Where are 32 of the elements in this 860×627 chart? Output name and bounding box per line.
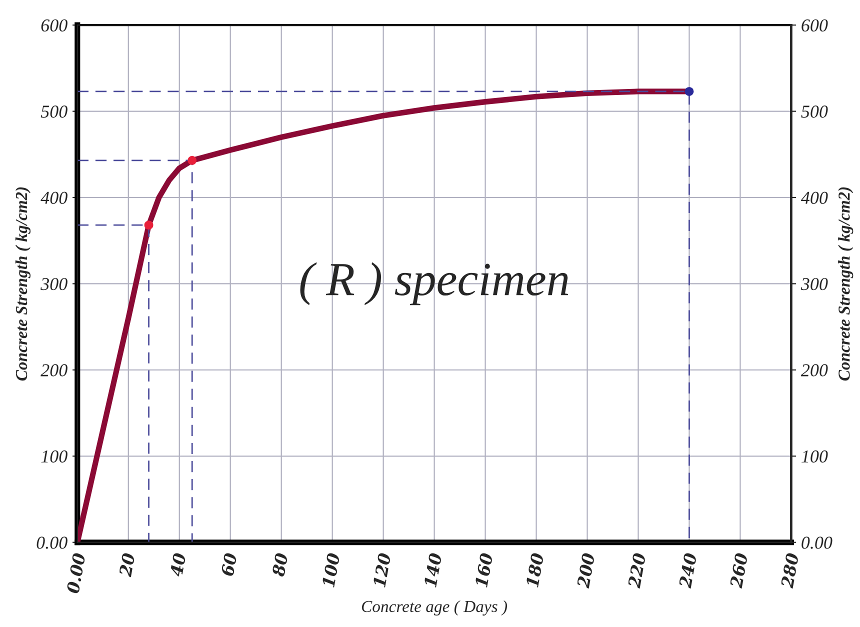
x-tick-label: 80: [272, 552, 288, 577]
x-tick-label: 140: [424, 552, 442, 588]
y-tick-label: 0.00: [36, 536, 68, 549]
y-tick-label: 500: [40, 106, 68, 118]
x-tick-label: 100: [322, 552, 340, 588]
x-tick-label: 120: [372, 552, 391, 588]
y2-tick-label: 500: [801, 106, 828, 118]
y2-tick-label: 400: [800, 192, 828, 204]
y-axis-title: Concrete Strength ( kg/cm2): [15, 187, 31, 381]
y2-axis-title: Concrete Strength ( kg/cm2): [838, 187, 854, 381]
y2-tick-label: 0.00: [802, 536, 832, 549]
x-tick-label: 220: [628, 552, 646, 589]
y2-tick-label: 100: [802, 450, 828, 463]
y-tick-label: 400: [40, 192, 68, 204]
x-axis-title: Concrete age ( Days ): [362, 600, 508, 616]
y2-tick-label: 600: [802, 19, 828, 32]
x-tick-label: 280: [780, 552, 799, 589]
y2-tick-label: 200: [800, 364, 828, 376]
y-tick-label: 100: [41, 450, 68, 463]
x-tick-label: 180: [526, 552, 544, 588]
x-tick-label: 260: [730, 552, 748, 589]
y-tick-label: 600: [41, 19, 68, 32]
y-tick-label: 200: [40, 364, 68, 376]
x-tick-label: 160: [474, 552, 493, 588]
x-tick-label: 40: [170, 552, 186, 578]
x-tick-label: 200: [576, 552, 595, 589]
y2-tick-label: 300: [800, 278, 828, 290]
x-tick-label: 240: [678, 552, 697, 589]
x-tick-label: 20: [118, 552, 136, 578]
y-tick-label: 300: [40, 278, 68, 290]
annotation: ( R ) specimen: [300, 262, 568, 306]
x-tick-label: 60: [220, 552, 238, 576]
